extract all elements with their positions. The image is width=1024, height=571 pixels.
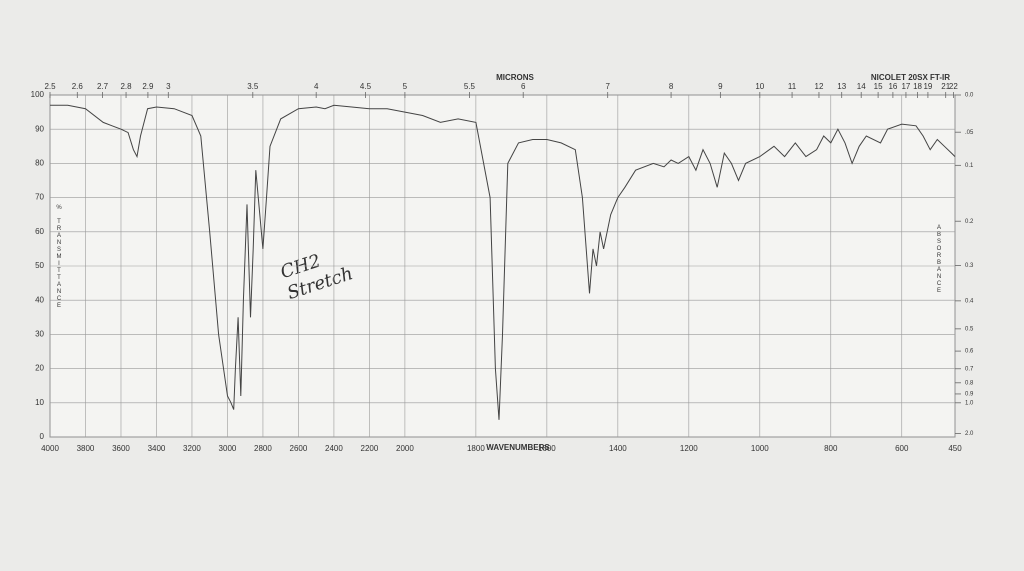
y2-tick-label: 0.1 xyxy=(965,163,974,169)
x2-tick-label: 21 xyxy=(941,82,950,91)
x-tick-label: 4000 xyxy=(41,444,59,453)
x-tick-label: 2200 xyxy=(361,444,379,453)
x-tick-label: 2000 xyxy=(396,444,414,453)
x2-tick-label: 19 xyxy=(923,82,932,91)
y-tick-label: 40 xyxy=(35,295,44,304)
x-tick-label: 3600 xyxy=(112,444,130,453)
y2-tick-label: 0.3 xyxy=(965,263,974,269)
x2-tick-label: 5 xyxy=(403,82,408,91)
y-tick-label: 30 xyxy=(35,330,44,339)
y2-tick-label: 0.4 xyxy=(965,298,974,304)
x-tick-label: 2800 xyxy=(254,444,272,453)
y-tick-label: 10 xyxy=(35,398,44,407)
x-tick-label: 1600 xyxy=(538,444,556,453)
x2-tick-label: 16 xyxy=(888,82,897,91)
x2-tick-label: 2.7 xyxy=(97,82,109,91)
x-tick-label: 600 xyxy=(895,444,909,453)
y2-tick-label: 0.2 xyxy=(965,219,974,225)
x-axis-title: WAVENUMBERS xyxy=(486,443,550,452)
x2-tick-label: 10 xyxy=(755,82,764,91)
x2-tick-label: 3.5 xyxy=(247,82,259,91)
x-tick-label: 2400 xyxy=(325,444,343,453)
x2-tick-label: 18 xyxy=(913,82,922,91)
x-tick-label: 3400 xyxy=(148,444,166,453)
x2-tick-label: 8 xyxy=(669,82,674,91)
y2-tick-label: 0.7 xyxy=(965,366,974,372)
x-tick-label: 2600 xyxy=(290,444,308,453)
y-tick-label: 20 xyxy=(35,364,44,373)
x-tick-label: 3200 xyxy=(183,444,201,453)
x-tick-label: 1200 xyxy=(680,444,698,453)
x2-tick-label: 2.9 xyxy=(142,82,154,91)
x-tick-label: 3000 xyxy=(219,444,237,453)
x2-tick-label: 11 xyxy=(788,82,797,91)
x2-tick-label: 3 xyxy=(166,82,171,91)
x-tick-label: 1800 xyxy=(467,444,485,453)
x-tick-label: 450 xyxy=(948,444,962,453)
y2-tick-label: 0.8 xyxy=(965,380,974,386)
x2-tick-label: 14 xyxy=(857,82,866,91)
x-tick-label: 1400 xyxy=(609,444,627,453)
x2-tick-label: 2.8 xyxy=(120,82,132,91)
chart-title: NICOLET 20SX FT-IR xyxy=(871,73,950,82)
y-tick-label: 90 xyxy=(35,124,44,133)
x-tick-label: 800 xyxy=(824,444,838,453)
x2-tick-label: 4 xyxy=(314,82,319,91)
x-tick-label: 3800 xyxy=(77,444,95,453)
x2-tick-label: 9 xyxy=(718,82,723,91)
y2-tick-label: 0.9 xyxy=(965,392,974,398)
y2-tick-label: 0.6 xyxy=(965,349,974,355)
y-axis-title: % TRANSMITTANCE xyxy=(56,205,62,310)
y-tick-label: 70 xyxy=(35,193,44,202)
y-tick-label: 100 xyxy=(31,90,45,99)
x-tick-label: 1000 xyxy=(751,444,769,453)
x2-tick-label: 5.5 xyxy=(464,82,476,91)
x2-tick-label: 6 xyxy=(521,82,526,91)
x2-tick-label: 12 xyxy=(815,82,824,91)
x2-tick-label: 22 xyxy=(949,82,958,91)
y2-axis-title: ABSORBANCE xyxy=(936,225,942,295)
y-tick-label: 50 xyxy=(35,261,44,270)
x2-tick-label: 7 xyxy=(605,82,610,91)
spectrum-line xyxy=(50,104,956,420)
x2-tick-label: 17 xyxy=(901,82,910,91)
y2-tick-label: 0.0 xyxy=(965,93,974,99)
y2-tick-label: 0.5 xyxy=(965,326,974,332)
x2-axis-title: MICRONS xyxy=(496,73,534,82)
y2-tick-label: .05 xyxy=(965,130,974,136)
y-tick-label: 0 xyxy=(40,432,45,441)
x2-tick-label: 2.5 xyxy=(44,82,56,91)
x2-tick-label: 13 xyxy=(837,82,846,91)
y2-tick-label: 2.0 xyxy=(965,431,974,437)
x2-tick-label: 15 xyxy=(874,82,883,91)
y2-tick-label: 1.0 xyxy=(965,400,974,406)
y-tick-label: 80 xyxy=(35,159,44,168)
y-tick-label: 60 xyxy=(35,227,44,236)
x2-tick-label: 2.6 xyxy=(72,82,84,91)
x2-tick-label: 4.5 xyxy=(360,82,372,91)
